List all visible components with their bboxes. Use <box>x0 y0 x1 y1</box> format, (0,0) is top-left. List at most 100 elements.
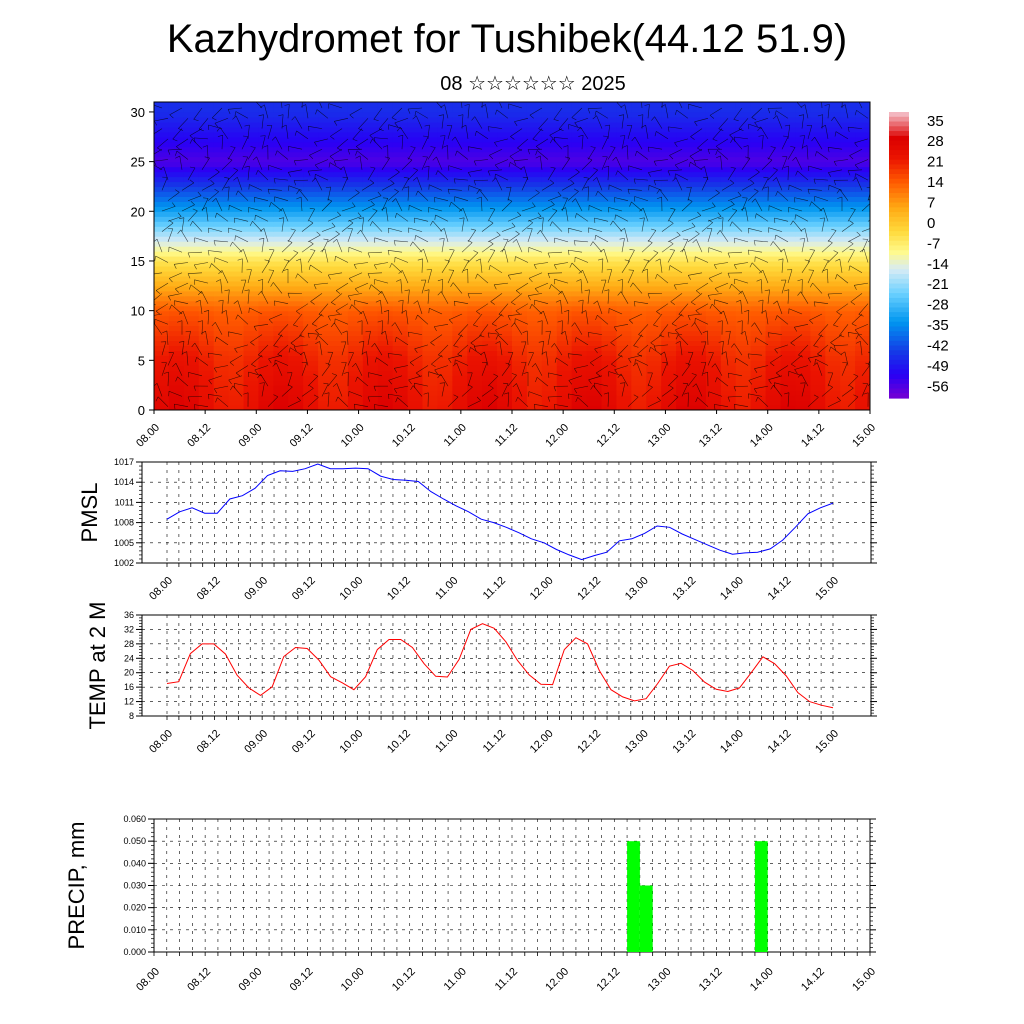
heatmap-cell <box>541 166 558 173</box>
heatmap-cell <box>780 310 797 317</box>
heatmap-cell <box>482 270 498 277</box>
wind-barb-flag <box>327 315 331 321</box>
wind-barb <box>787 166 789 181</box>
heatmap-cell <box>362 360 379 366</box>
wind-barb-flag <box>197 191 202 196</box>
heatmap-cell <box>691 280 707 287</box>
heatmap-cell <box>512 260 528 267</box>
heatmap-cell <box>855 335 870 342</box>
wind-barb-flag <box>617 279 623 282</box>
heatmap-cell <box>676 405 692 410</box>
heatmap-cell <box>616 280 632 287</box>
heatmap-cell <box>631 241 647 247</box>
heatmap-cell <box>586 335 603 342</box>
heatmap-cell <box>795 260 811 267</box>
heatmap-cell <box>780 385 797 391</box>
heatmap-cell <box>273 355 289 361</box>
heatmap-cell <box>303 161 319 168</box>
heatmap-cell <box>705 360 722 366</box>
wind-barb-flag <box>631 136 636 142</box>
heatmap-cell <box>228 126 245 133</box>
heatmap-cell <box>437 171 453 178</box>
heatmap-cell <box>616 251 632 257</box>
heatmap-cell <box>556 305 573 312</box>
heatmap-cell <box>303 320 319 327</box>
heatmap-cell <box>228 181 245 188</box>
heatmap-cell <box>243 380 260 386</box>
heatmap-cell <box>810 275 826 282</box>
heatmap-cell <box>601 226 618 232</box>
wind-barb <box>156 239 163 253</box>
heatmap-cell <box>765 196 782 202</box>
wind-barb <box>435 214 449 222</box>
heatmap-cell <box>735 340 752 347</box>
wind-barb-flag <box>754 213 757 219</box>
wind-barb-flag <box>296 189 300 195</box>
heatmap-cell <box>705 285 722 292</box>
wind-barb <box>367 167 376 181</box>
heatmap-cell <box>243 285 260 292</box>
heatmap-cell <box>213 226 230 232</box>
heatmap-cell <box>303 116 319 123</box>
heatmap-cell <box>571 400 588 406</box>
heatmap-cell <box>467 375 483 381</box>
heatmap-cell <box>347 330 364 337</box>
heatmap-cell <box>661 251 677 257</box>
wind-barb <box>461 217 465 232</box>
heatmap-cell <box>855 325 870 332</box>
wind-barb <box>574 322 583 335</box>
wind-barb-flag <box>653 250 659 253</box>
wind-barb-flag <box>807 189 810 195</box>
wind-barb <box>354 262 369 265</box>
heatmap-cell <box>556 241 573 247</box>
wind-barb-flag <box>214 388 218 394</box>
heatmap-cell <box>333 270 349 277</box>
wind-barb <box>684 248 689 263</box>
wind-barb-flag <box>393 240 396 246</box>
wind-barb-flag <box>847 170 851 176</box>
wind-barb-flag <box>721 351 727 355</box>
wind-barb-flag <box>290 342 296 347</box>
wind-barb-flag <box>674 173 676 179</box>
wind-barb-flag <box>550 200 555 205</box>
wind-barb <box>695 318 709 325</box>
heatmap-cell <box>512 216 528 222</box>
wind-barb <box>421 279 427 294</box>
heatmap-cell <box>556 335 573 342</box>
heatmap-cell <box>556 325 573 332</box>
heatmap-cell <box>780 141 797 148</box>
heatmap-cell <box>228 365 245 371</box>
wind-barb <box>360 229 369 243</box>
heatmap-cell <box>422 116 439 123</box>
wind-barb-flag <box>817 114 823 117</box>
heatmap-cell <box>541 126 558 133</box>
wind-barb <box>192 139 203 150</box>
wind-barb-flag <box>770 146 776 148</box>
wind-barb <box>193 137 209 140</box>
heatmap-cell <box>571 102 588 108</box>
heatmap-cell <box>362 236 379 242</box>
heatmap-cell <box>691 126 707 133</box>
heatmap-cell <box>377 171 394 178</box>
wind-barb-flag <box>235 372 241 377</box>
heatmap-cell <box>661 280 677 287</box>
heatmap-cell <box>586 380 603 386</box>
wind-barb <box>154 148 163 155</box>
wind-barb <box>249 184 263 191</box>
heatmap-cell <box>646 206 662 212</box>
heatmap-cell <box>392 315 409 322</box>
heatmap-cell <box>691 265 707 272</box>
heatmap-cell <box>422 191 439 197</box>
wind-barb-flag <box>737 191 742 196</box>
heatmap-cell <box>347 186 364 193</box>
heatmap-cell <box>571 236 588 242</box>
heatmap-cell <box>661 275 677 282</box>
heatmap-cell <box>601 146 618 153</box>
wind-barb-flag <box>309 207 315 210</box>
wind-barb-flag <box>148 316 150 320</box>
wind-barb <box>448 165 463 171</box>
wind-barb-flag <box>831 116 835 121</box>
heatmap-cell <box>168 390 185 396</box>
heatmap-cell <box>437 375 453 381</box>
wind-barb <box>741 158 751 170</box>
